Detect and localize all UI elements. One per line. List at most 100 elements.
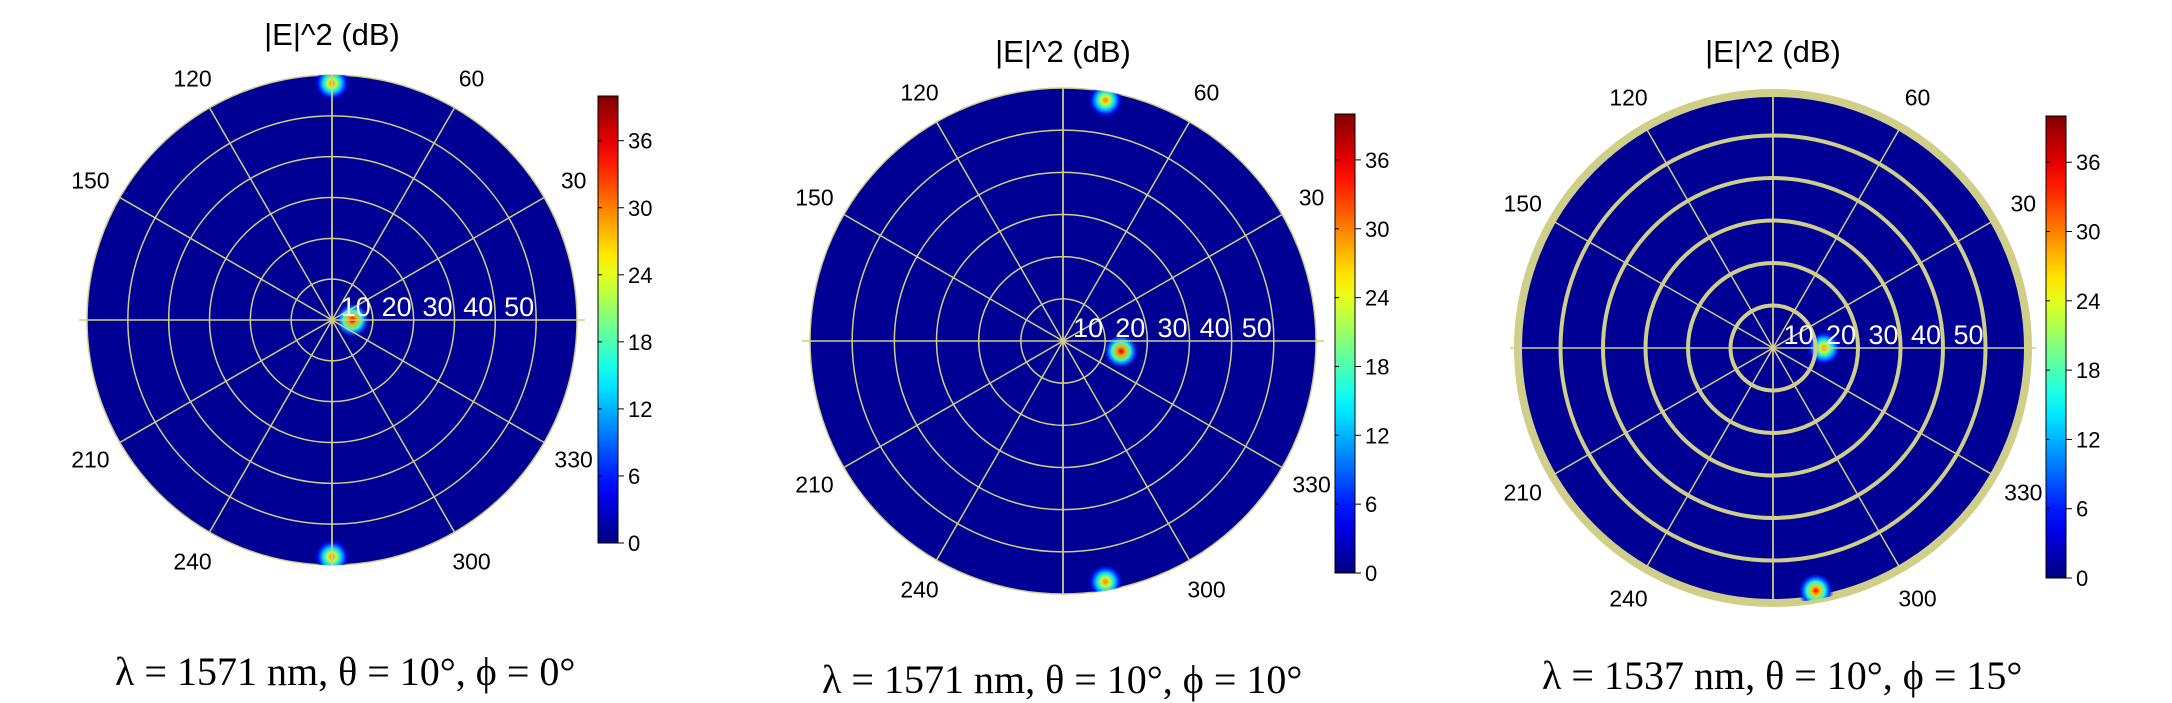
radial-tick-label: 20 (1115, 313, 1145, 343)
angle-tick-label: 300 (452, 549, 490, 575)
radial-tick-label: 50 (1242, 313, 1272, 343)
angle-tick-label: 330 (1292, 472, 1330, 498)
grid-spoke (331, 319, 545, 444)
colorbar-tick-label: 18 (2076, 358, 2100, 383)
angle-tick-label: 60 (1905, 85, 1931, 111)
angle-tick-label: 300 (1187, 577, 1225, 603)
angle-tick-label: 120 (1609, 85, 1647, 111)
grid-spoke (1644, 126, 1774, 349)
colorbar-tick-label: 6 (2076, 497, 2088, 522)
angle-tick-label: 240 (1609, 585, 1647, 611)
angle-tick-label: 30 (561, 168, 587, 194)
radial-tick-label: 30 (1868, 320, 1898, 350)
colorbar (1334, 113, 1356, 574)
polar-panel-1: |E|^2 (dB) 10 20 30 40 50 30 60 120 150 210 240 300 3… (0, 0, 720, 703)
colorbar-tick-label: 0 (1365, 561, 1377, 586)
grid-spoke (119, 319, 333, 444)
polar-panel-3: |E|^2 (dB) 10 20 30 40 50 30 60 120 150 210 240 300 3… (1450, 0, 2172, 703)
angle-tick-label: 240 (173, 549, 211, 575)
colorbar-tick-label: 36 (628, 129, 652, 154)
radial-tick-label: 20 (1826, 320, 1856, 350)
colorbar (597, 95, 619, 544)
radial-tick-label: 10 (341, 292, 371, 322)
grid-spoke (1772, 219, 1995, 349)
radial-tick-label: 50 (1953, 320, 1983, 350)
colorbar-tick-label: 12 (2076, 427, 2100, 452)
grid-spoke (1551, 219, 1774, 349)
angle-tick-label: 210 (71, 447, 109, 473)
chart-title: |E|^2 (dB) (264, 17, 400, 52)
colorbar-tick-label: 18 (628, 330, 652, 355)
radial-tick-label: 10 (1073, 313, 1103, 343)
grid-spoke (1772, 347, 1995, 477)
angle-tick-label: 330 (554, 447, 592, 473)
grid-spoke (331, 319, 456, 533)
colorbar-tick-label: 6 (628, 464, 640, 489)
angle-tick-label: 330 (2004, 480, 2042, 506)
angle-tick-label: 60 (1194, 79, 1220, 105)
radial-tick-label: 50 (504, 292, 534, 322)
radial-tick-label: 20 (382, 292, 412, 322)
chart-caption-1: λ = 1571 nm, θ = 10°, ϕ = 0° (115, 649, 576, 694)
grid-spoke (331, 196, 545, 321)
angle-tick-label: 150 (71, 168, 109, 194)
colorbar-tick-label: 0 (2076, 566, 2088, 591)
grid-spoke (331, 107, 456, 321)
angle-tick-label: 120 (173, 65, 211, 91)
grid-spoke (1062, 340, 1283, 469)
colorbar-tick-label: 36 (2076, 150, 2100, 175)
colorbar (2045, 115, 2067, 579)
grid-spoke (935, 340, 1064, 561)
colorbar-tick-label: 12 (628, 397, 652, 422)
radial-tick-label: 40 (1200, 313, 1230, 343)
radial-tick-label: 40 (463, 292, 493, 322)
hotspot (1103, 333, 1140, 370)
grid-spoke (208, 107, 333, 321)
angle-tick-label: 30 (2010, 191, 2036, 217)
colorbar-tick-label: 24 (628, 263, 652, 288)
colorbar-tick-label: 0 (628, 531, 640, 556)
grid-spoke (843, 340, 1064, 469)
radial-tick-label: 30 (422, 292, 452, 322)
polar-panel-2: |E|^2 (dB) 10 20 30 40 50 30 60 120 150 210 240 300 3… (720, 0, 1450, 703)
grid-spoke (1772, 126, 1902, 349)
grid-spoke (843, 213, 1064, 342)
angle-tick-label: 210 (1504, 480, 1542, 506)
colorbar-tick-label: 24 (1365, 286, 1389, 311)
chart-title: |E|^2 (dB) (1705, 34, 1841, 69)
grid-spoke (1551, 347, 1774, 477)
angle-tick-label: 60 (459, 65, 485, 91)
chart-caption-3: λ = 1537 nm, θ = 10°, ϕ = 15° (1542, 653, 2023, 698)
grid-spoke (935, 121, 1064, 342)
grid-spoke (1772, 347, 1902, 570)
grid-spoke (208, 319, 333, 533)
grid-spoke (119, 196, 333, 321)
angle-tick-label: 150 (1504, 191, 1542, 217)
grid-spoke (1062, 340, 1191, 561)
colorbar-tick-label: 30 (1365, 217, 1389, 242)
angle-tick-label: 120 (900, 79, 938, 105)
grid-spoke (1062, 213, 1283, 342)
hotspot (1087, 88, 1124, 119)
grid-spoke (1062, 121, 1191, 342)
angle-tick-label: 30 (1299, 185, 1325, 211)
angle-tick-label: 300 (1898, 585, 1936, 611)
colorbar-tick-label: 6 (1365, 492, 1377, 517)
angle-tick-label: 210 (795, 472, 833, 498)
angle-tick-label: 240 (900, 577, 938, 603)
colorbar-tick-label: 24 (2076, 289, 2100, 314)
radial-tick-label: 10 (1783, 320, 1813, 350)
chart-title: |E|^2 (dB) (995, 34, 1131, 69)
radial-tick-label: 40 (1911, 320, 1941, 350)
angle-tick-label: 150 (795, 185, 833, 211)
chart-caption-2: λ = 1571 nm, θ = 10°, ϕ = 10° (822, 657, 1303, 702)
colorbar-tick-label: 12 (1365, 423, 1389, 448)
hotspot (1087, 563, 1124, 594)
colorbar-tick-label: 30 (2076, 220, 2100, 245)
grid-spoke (1644, 347, 1774, 570)
colorbar-tick-label: 18 (1365, 354, 1389, 379)
colorbar-tick-label: 36 (1365, 148, 1389, 173)
colorbar-tick-label: 30 (628, 196, 652, 221)
